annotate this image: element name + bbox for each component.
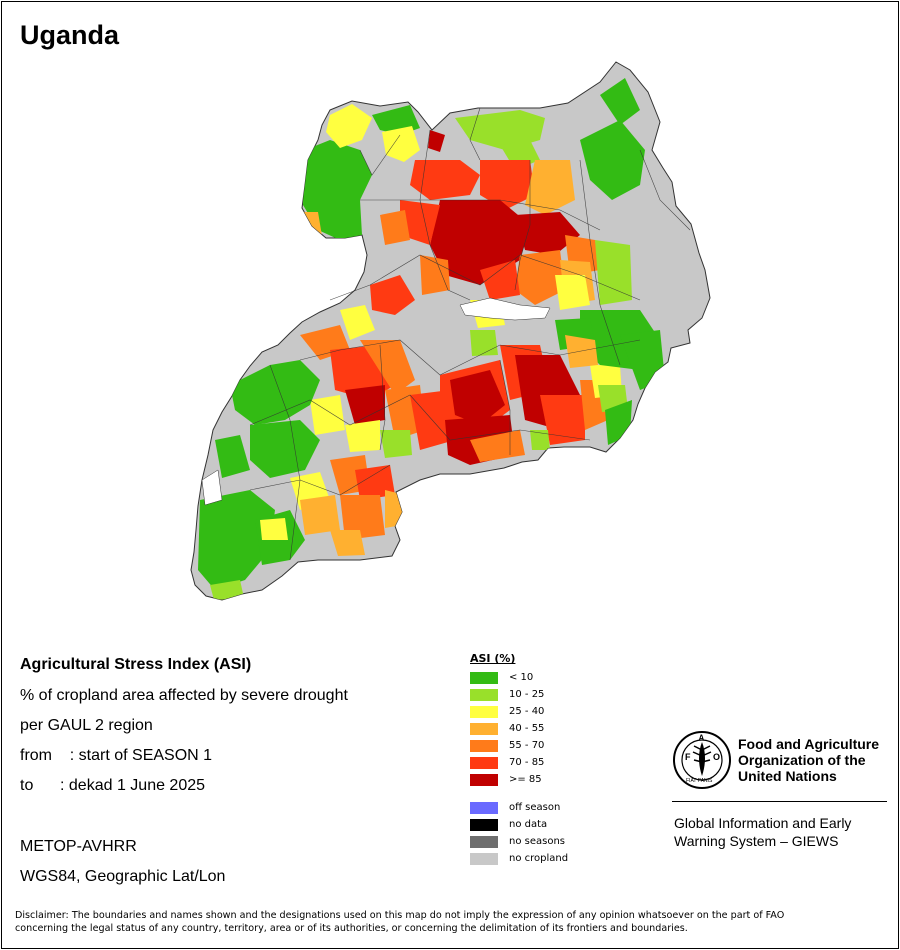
legend-label: 10 - 25 [509, 689, 545, 700]
legend-swatch [470, 705, 498, 718]
legend-swatch [470, 671, 498, 684]
map-legend: ASI (%) < 10 10 - 25 25 - 40 40 - 55 55 - 70… [470, 652, 568, 867]
legend-swatch [470, 818, 498, 831]
svg-text:O: O [713, 752, 720, 762]
legend-title: ASI (%) [470, 652, 516, 665]
legend-other: off season no data no seasons no cropland [470, 799, 568, 867]
legend-item: 55 - 70 [470, 737, 568, 754]
legend-item: 40 - 55 [470, 720, 568, 737]
legend-label: no seasons [509, 836, 566, 847]
info-line-1: % of cropland area affected by severe dr… [20, 687, 348, 704]
fao-name: Food and Agriculture Organization of the… [738, 736, 880, 784]
disclaimer-line-1: Disclaimer: The boundaries and names sho… [15, 910, 785, 921]
legend-swatch [470, 773, 498, 786]
legend-label: 25 - 40 [509, 706, 545, 717]
legend-item: no cropland [470, 850, 568, 867]
giews-name: Global Information and Early Warning Sys… [674, 815, 852, 849]
legend-item: no data [470, 816, 568, 833]
info-from: from : start of SEASON 1 [20, 747, 213, 764]
fao-logo-motto: FIAT PANIS [686, 778, 713, 784]
legend-swatch [470, 835, 498, 848]
lake-edward-shore [201, 469, 223, 506]
legend-item: off season [470, 799, 568, 816]
disclaimer: Disclaimer: The boundaries and names sho… [15, 909, 885, 935]
legend-item: 25 - 40 [470, 703, 568, 720]
info-sensor: METOP-AVHRR [20, 838, 137, 855]
legend-item: >= 85 [470, 771, 568, 788]
legend-label: 70 - 85 [509, 757, 545, 768]
legend-swatch [470, 801, 498, 814]
svg-text:F: F [685, 752, 691, 762]
info-to: to : dekad 1 June 2025 [20, 777, 206, 794]
svg-text:A: A [699, 734, 705, 743]
legend-item: < 10 [470, 669, 568, 686]
legend-swatch [470, 688, 498, 701]
legend-swatch [470, 756, 498, 769]
lake-kyoga [459, 297, 551, 321]
legend-label: no data [509, 819, 548, 830]
legend-label: 55 - 70 [509, 740, 545, 751]
legend-swatch [470, 739, 498, 752]
disclaimer-line-2: concerning the legal status of any count… [15, 923, 688, 934]
legend-label: >= 85 [509, 774, 542, 785]
legend-label: 40 - 55 [509, 723, 545, 734]
asi-regions [198, 78, 665, 600]
legend-label: no cropland [509, 853, 569, 864]
fao-logo-icon: F O A FIAT PANIS [673, 731, 731, 789]
info-heading: Agricultural Stress Index (ASI) [20, 656, 252, 673]
info-line-2: per GAUL 2 region [20, 717, 153, 734]
legend-swatch [470, 852, 498, 865]
legend-item: 10 - 25 [470, 686, 568, 703]
fao-divider [672, 801, 887, 802]
legend-label: < 10 [509, 672, 534, 683]
legend-classes: < 10 10 - 25 25 - 40 40 - 55 55 - 70 70 - 85 >… [470, 669, 568, 788]
uganda-asi-map [190, 61, 711, 601]
legend-item: 70 - 85 [470, 754, 568, 771]
district-boundaries [249, 107, 691, 561]
legend-label: off season [509, 802, 561, 813]
info-projection: WGS84, Geographic Lat/Lon [20, 868, 226, 885]
map-title: Uganda [20, 20, 120, 50]
legend-item: no seasons [470, 833, 568, 850]
legend-swatch [470, 722, 498, 735]
